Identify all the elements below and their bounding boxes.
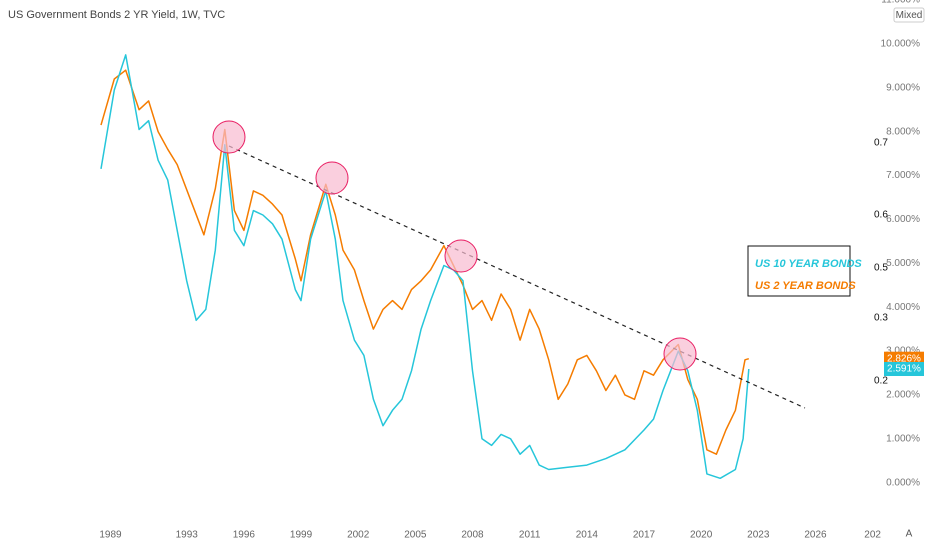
series-line: [100, 69, 750, 455]
y-tick-label: 4.000%: [886, 302, 920, 313]
side-label: 0.2: [874, 376, 888, 387]
x-tick-label: 2002: [347, 530, 370, 541]
x-tick-label: 2017: [633, 530, 656, 541]
legend-entry: US 2 YEAR BONDS: [755, 280, 856, 292]
price-tag-label: 2.591%: [887, 364, 921, 375]
legend-entry: US 10 YEAR BONDS: [755, 258, 862, 270]
y-tick-label: 9.000%: [886, 82, 920, 93]
y-tick-label: 7.000%: [886, 170, 920, 181]
scale-mode-button[interactable]: [893, 7, 925, 23]
y-tick-label: 0.000%: [886, 477, 920, 488]
highlight-circle: [663, 337, 697, 371]
y-tick-label: 11.000%: [881, 0, 920, 6]
side-label: 0.6: [874, 210, 888, 221]
y-tick-label: 3.000%: [886, 346, 920, 357]
x-tick-label: 202: [864, 530, 881, 541]
price-tag: [884, 362, 924, 377]
x-tick-label: 2014: [576, 530, 599, 541]
trend-line: [228, 145, 806, 409]
x-tick-label: 1989: [99, 530, 122, 541]
x-tick-label: 1993: [176, 530, 199, 541]
y-tick-label: 8.000%: [886, 126, 920, 137]
side-label: 0.7: [874, 138, 888, 149]
side-label: 0.3: [874, 313, 888, 324]
highlight-circle: [444, 239, 478, 273]
x-tick-label: 1996: [233, 530, 256, 541]
auto-scale-button[interactable]: A: [906, 529, 913, 540]
price-tag-label: 2.826%: [887, 353, 921, 364]
chart-title: US Government Bonds 2 YR Yield, 1W, TVC: [8, 9, 225, 21]
series-line: [100, 54, 750, 480]
y-tick-label: 10.000%: [881, 39, 921, 50]
x-tick-label: 2026: [804, 530, 827, 541]
x-tick-label: 2020: [690, 530, 713, 541]
scale-mode-label[interactable]: Mixed: [896, 10, 923, 21]
legend-box: [747, 245, 851, 297]
x-tick-label: 2023: [747, 530, 770, 541]
y-tick-label: 2.000%: [886, 390, 920, 401]
highlight-circle: [212, 120, 246, 154]
x-tick-label: 2008: [461, 530, 484, 541]
x-tick-label: 2005: [404, 530, 427, 541]
x-tick-label: 1999: [290, 530, 313, 541]
y-tick-label: 1.000%: [886, 433, 920, 444]
x-tick-label: 2011: [519, 530, 541, 541]
side-label: 0.5: [874, 263, 888, 274]
y-tick-label: 6.000%: [886, 214, 920, 225]
plot-area: [100, 54, 750, 480]
highlight-circle: [315, 161, 349, 195]
y-tick-label: 5.000%: [886, 258, 920, 269]
